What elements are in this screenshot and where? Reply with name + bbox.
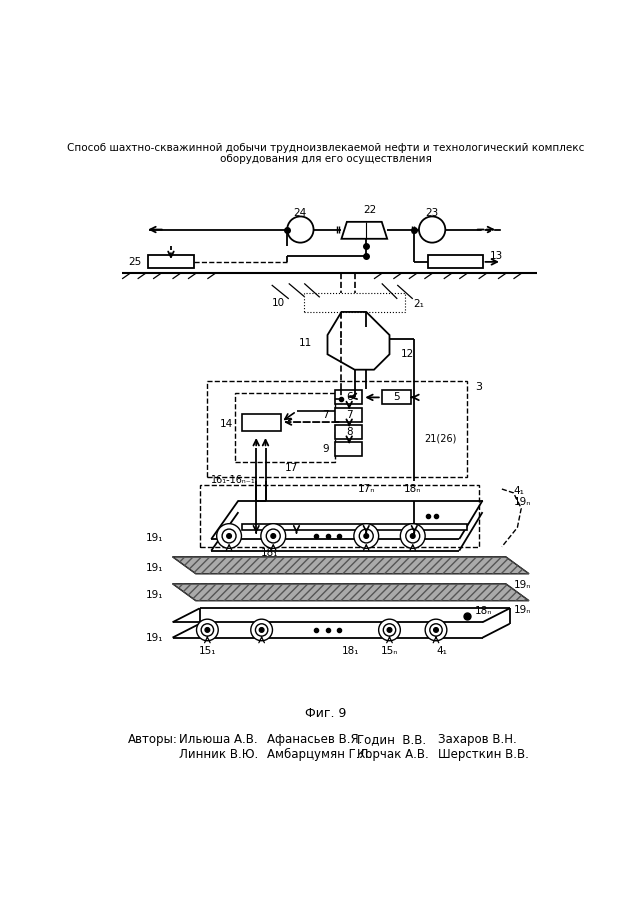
Text: Шерсткин В.В.: Шерсткин В.В.	[438, 748, 529, 761]
Circle shape	[205, 628, 210, 632]
Circle shape	[419, 217, 445, 243]
Circle shape	[387, 628, 392, 632]
Text: 6: 6	[346, 392, 352, 403]
Text: 5: 5	[393, 392, 400, 403]
Text: 10: 10	[272, 298, 285, 307]
Text: 18₁: 18₁	[261, 547, 278, 558]
Circle shape	[197, 619, 218, 641]
Text: 17ₙ: 17ₙ	[357, 484, 375, 494]
Text: 19ₙ: 19ₙ	[513, 605, 531, 615]
Text: 18ₙ: 18ₙ	[474, 606, 492, 616]
Circle shape	[287, 217, 314, 243]
Text: Годин  В.В.: Годин В.В.	[357, 733, 426, 746]
Text: 14: 14	[219, 419, 233, 429]
Circle shape	[430, 624, 442, 636]
Bar	[200, 485, 479, 547]
Circle shape	[434, 628, 438, 632]
Text: Амбарцумян Г.Л.: Амбарцумян Г.Л.	[267, 748, 372, 761]
Text: Корчак А.В.: Корчак А.В.	[357, 748, 429, 761]
Circle shape	[425, 619, 447, 641]
Circle shape	[271, 534, 275, 539]
Circle shape	[261, 524, 286, 548]
Text: 25: 25	[128, 257, 141, 267]
Text: 19₁: 19₁	[146, 633, 163, 643]
Text: 12: 12	[401, 350, 415, 360]
Text: 19₁: 19₁	[146, 564, 163, 574]
Text: 2₁: 2₁	[413, 299, 424, 309]
Bar	[304, 293, 405, 312]
Text: 9: 9	[322, 444, 329, 454]
Circle shape	[378, 619, 400, 641]
Bar	[335, 442, 363, 456]
Text: 19ₙ: 19ₙ	[513, 580, 531, 591]
Circle shape	[266, 530, 280, 543]
Polygon shape	[172, 556, 529, 574]
Text: 19ₙ: 19ₙ	[513, 497, 531, 507]
Circle shape	[201, 624, 214, 636]
Text: Линник В.Ю.: Линник В.Ю.	[179, 748, 258, 761]
Text: 15ₙ: 15ₙ	[381, 646, 398, 656]
Text: Способ шахтно-скважинной добычи трудноизвлекаемой нефти и технологический компле: Способ шахтно-скважинной добычи трудноиз…	[67, 143, 584, 153]
Bar	[428, 255, 483, 268]
Text: 19₁: 19₁	[146, 532, 163, 542]
Circle shape	[227, 534, 232, 539]
Text: 11: 11	[299, 338, 312, 348]
Bar	[335, 408, 363, 422]
Bar	[242, 414, 281, 432]
Text: 21(26): 21(26)	[424, 434, 457, 444]
Circle shape	[364, 534, 369, 539]
Circle shape	[259, 628, 264, 632]
Circle shape	[400, 524, 425, 548]
Text: Авторы:: Авторы:	[128, 733, 177, 746]
Text: Фиг. 9: Фиг. 9	[305, 707, 347, 719]
Bar	[242, 524, 467, 530]
Circle shape	[256, 624, 268, 636]
Circle shape	[359, 530, 373, 543]
Text: 18ₙ: 18ₙ	[404, 484, 422, 494]
Circle shape	[251, 619, 272, 641]
Text: 22: 22	[364, 204, 377, 215]
Text: 19₁: 19₁	[146, 590, 163, 600]
Circle shape	[406, 530, 420, 543]
Text: 4₁: 4₁	[436, 646, 447, 656]
Text: 23: 23	[425, 208, 439, 218]
Text: 15₁: 15₁	[198, 646, 216, 656]
Text: 24: 24	[294, 208, 307, 218]
Text: 7: 7	[322, 410, 329, 420]
Text: 7: 7	[346, 410, 352, 420]
Bar	[235, 393, 335, 462]
Bar	[335, 425, 363, 439]
Text: Захаров В.Н.: Захаров В.Н.	[438, 733, 516, 746]
Text: 4₁: 4₁	[513, 486, 524, 496]
Text: Афанасьев В.Я.: Афанасьев В.Я.	[267, 733, 363, 746]
Bar	[382, 390, 411, 405]
Text: 3: 3	[474, 381, 481, 392]
Bar	[148, 255, 194, 268]
Text: 8: 8	[346, 427, 352, 437]
Bar	[335, 390, 363, 405]
Text: 17: 17	[285, 463, 298, 473]
Text: 13: 13	[490, 252, 504, 262]
Text: 18₁: 18₁	[342, 646, 359, 656]
Text: Ильюша А.В.: Ильюша А.В.	[179, 733, 258, 746]
Circle shape	[222, 530, 236, 543]
Bar	[207, 381, 467, 477]
Circle shape	[354, 524, 378, 548]
Circle shape	[410, 534, 415, 539]
Polygon shape	[172, 583, 529, 601]
Text: оборудования для его осуществления: оборудования для его осуществления	[220, 154, 432, 164]
Text: 16₁-16ₙ₋₁: 16₁-16ₙ₋₁	[211, 475, 256, 485]
Circle shape	[217, 524, 242, 548]
Circle shape	[384, 624, 396, 636]
